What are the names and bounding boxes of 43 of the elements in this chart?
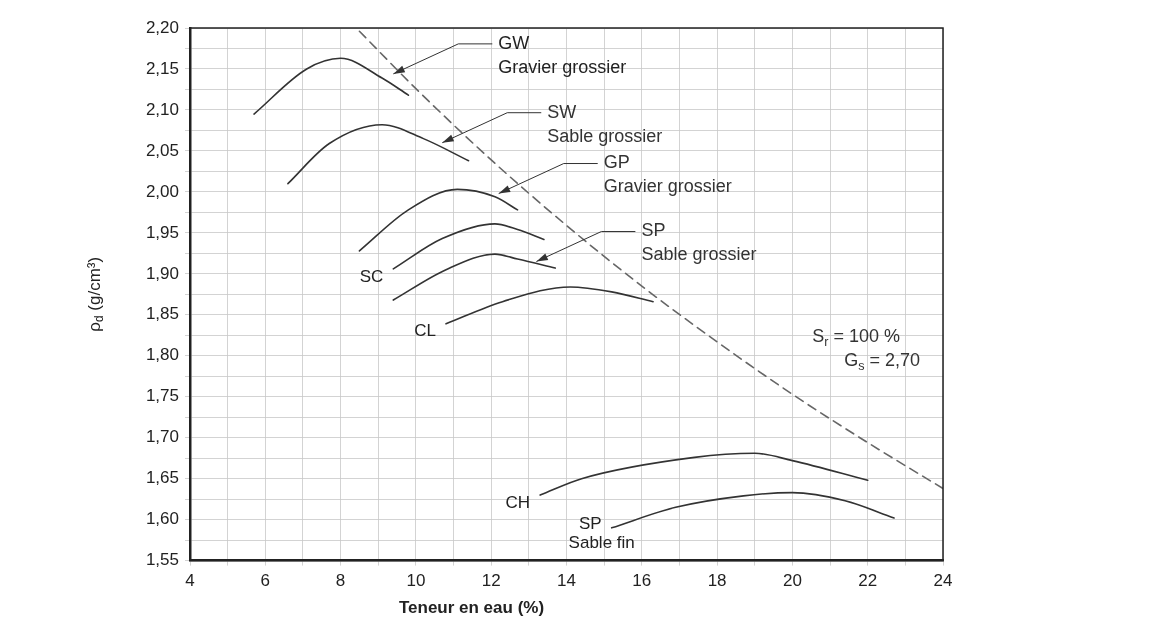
- y-tick-label: 1,90: [145, 263, 179, 283]
- x-tick-label: 18: [707, 571, 727, 591]
- annotation: GW Gravier grossier: [498, 32, 627, 77]
- y-tick-label: 1,85: [145, 304, 179, 324]
- y-tick-label: 2,15: [145, 58, 179, 78]
- line-series: [445, 286, 654, 325]
- line-series: [392, 223, 545, 270]
- x-tick-label: 10: [406, 571, 426, 591]
- x-tick-label: 8: [335, 571, 346, 591]
- y-tick-label: 2,05: [145, 140, 179, 160]
- y-tick-label: 1,75: [145, 386, 179, 406]
- line-series: [358, 30, 943, 490]
- annotation: SW Sable grossier: [547, 101, 663, 146]
- x-tick-label: 22: [858, 571, 878, 591]
- y-tick-label: 2,00: [145, 181, 179, 201]
- line-series: [539, 452, 869, 496]
- y-tick-label: 2,10: [145, 99, 179, 119]
- x-tick-label: 4: [185, 571, 195, 591]
- y-tick-label: 1,95: [145, 222, 179, 242]
- y-tick-label: 1,55: [145, 550, 179, 570]
- y-tick-label: 1,65: [145, 468, 179, 488]
- annotation: GP Gravier grossier: [603, 152, 732, 197]
- line-series: [253, 57, 410, 115]
- series-label: CH: [505, 492, 531, 512]
- y-tick-label: 1,70: [145, 427, 179, 447]
- line-series: [358, 188, 519, 252]
- x-tick-label: 20: [782, 571, 802, 591]
- x-tick-label: 24: [933, 571, 953, 591]
- line-series: [610, 491, 895, 529]
- y-tick-label: 2,20: [145, 17, 179, 37]
- x-tick-label: 6: [260, 571, 271, 591]
- series-label: CL: [414, 321, 437, 341]
- series-label: SC: [359, 266, 384, 286]
- x-tick-label: 14: [557, 571, 576, 591]
- line-series: [287, 123, 470, 185]
- annotation: SP Sable grossier: [641, 220, 757, 265]
- y-tick-label: 1,80: [145, 345, 179, 365]
- x-axis-title: Teneur en eau (%): [398, 598, 545, 618]
- x-tick-label: 12: [481, 571, 501, 591]
- series-label: SP Sable fin: [568, 513, 635, 552]
- x-tick-label: 16: [632, 571, 652, 591]
- y-axis-title: ρd (g/cm³): [84, 256, 107, 332]
- y-tick-label: 1,60: [145, 509, 179, 529]
